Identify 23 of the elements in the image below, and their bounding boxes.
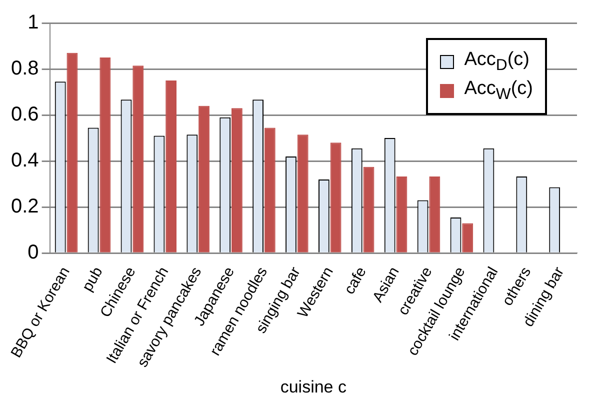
bar <box>429 176 440 252</box>
bar <box>100 58 111 252</box>
legend-label: Acc$_{D}$(c) <box>464 49 530 75</box>
bar <box>330 142 342 252</box>
bar <box>66 52 78 252</box>
y-tick-label: 0.4 <box>10 150 39 172</box>
legend-label: Acc$_{W}$(c) <box>464 78 533 104</box>
bar <box>462 223 474 252</box>
bar <box>297 134 308 252</box>
bar <box>166 80 177 252</box>
bar <box>363 166 374 252</box>
y-tick-label: 0 <box>28 242 39 264</box>
x-axis-title: cuisine c <box>280 377 347 396</box>
bar <box>232 108 242 252</box>
bar <box>198 106 210 252</box>
y-tick-label: 1 <box>28 12 39 34</box>
y-tick-label: 0.2 <box>10 196 39 218</box>
bar <box>396 176 408 252</box>
x-tick-label: pub <box>79 264 106 294</box>
bar <box>132 66 144 252</box>
x-tick-label: cafe <box>340 264 370 298</box>
y-tick-label: 0.8 <box>10 58 39 80</box>
y-tick-label: 0.6 <box>10 104 39 126</box>
